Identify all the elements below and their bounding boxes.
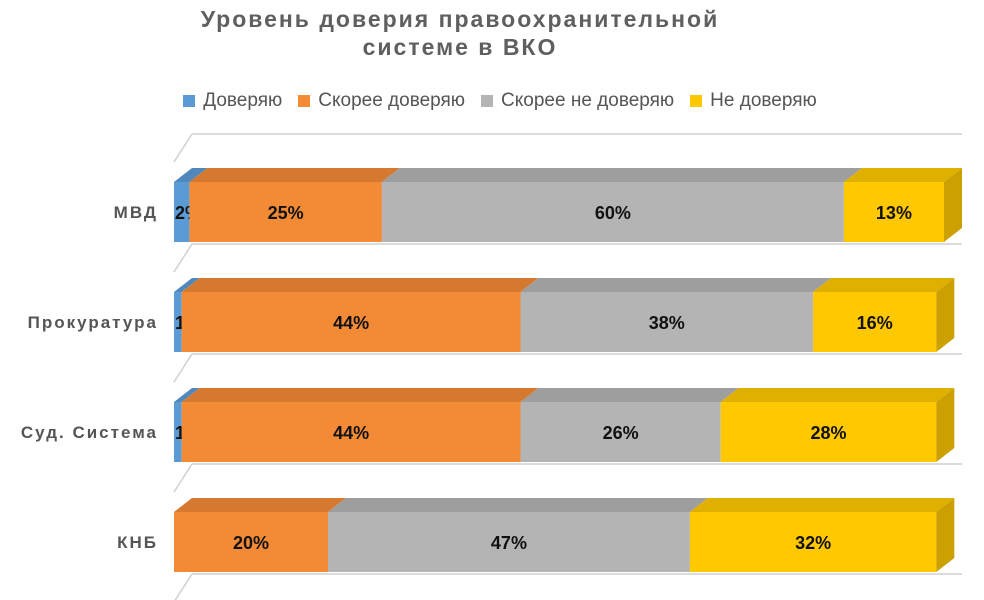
bar-segment (328, 512, 690, 572)
bar-segment-top (189, 168, 400, 182)
category-label: Суд. Система (21, 423, 158, 442)
legend-label: Доверяю (203, 90, 283, 111)
bar-segment (689, 512, 937, 572)
grid-slant-line (173, 463, 193, 493)
chart-title-line-2: системе в ВКО (362, 34, 558, 60)
bar-segment-top (813, 278, 955, 292)
legend-item-skoree-ne-doveryayu: Скорее не доверяю (481, 90, 674, 112)
bar-segment (720, 402, 937, 462)
data-label: 28% (810, 423, 846, 443)
bar-segment (174, 402, 182, 462)
bar-segment-top (174, 168, 208, 182)
category-label: Прокуратура (28, 313, 158, 332)
data-label: 32% (795, 533, 831, 553)
grid-slant-line (173, 133, 193, 163)
data-label: 26% (603, 423, 639, 443)
data-label: 20% (233, 533, 269, 553)
bar-segment-top (328, 498, 708, 512)
bar-segment-side (936, 278, 955, 352)
bar-segment-top (520, 278, 832, 292)
data-label: 25% (268, 203, 304, 223)
bar-segment-top (174, 498, 346, 512)
category-label: КНБ (117, 533, 158, 552)
legend-label: Не доверяю (710, 90, 817, 111)
chart-legend: Доверяю Скорее доверяю Скорее не доверяю… (130, 90, 870, 112)
legend-item-doveryayu: Доверяю (183, 90, 282, 112)
bar-segment (181, 292, 521, 352)
bar-segment (843, 182, 944, 242)
data-label: 47% (491, 533, 527, 553)
bar-segment-top (689, 498, 955, 512)
bar-segment (520, 292, 814, 352)
bar-segment-top (181, 278, 539, 292)
bar-segment-top (381, 168, 862, 182)
category-label: МВД (114, 203, 158, 222)
bar-segment-top (174, 388, 200, 402)
bar-segment (174, 182, 190, 242)
legend-swatch (481, 95, 494, 107)
chart-title-line-1: Уровень доверия правоохранительной (200, 6, 720, 32)
grid-slant-line (173, 243, 193, 273)
data-label: 44% (333, 423, 369, 443)
legend-item-skoree-doveryayu: Скорее доверяю (298, 90, 465, 112)
bar-segment (381, 182, 844, 242)
bar-segment (189, 182, 382, 242)
bar-segment-top (720, 388, 955, 402)
bar-segment-side (936, 498, 955, 572)
data-label: 16% (857, 313, 893, 333)
bar-segment-top (843, 168, 962, 182)
legend-swatch (690, 95, 703, 107)
data-label: 60% (595, 203, 631, 223)
bar-segment (174, 292, 182, 352)
data-label: 13% (876, 203, 912, 223)
bar-segment-side (936, 388, 955, 462)
legend-label: Скорее доверяю (318, 90, 466, 111)
grid-slant-line (173, 353, 193, 383)
bar-segment-top (520, 388, 739, 402)
legend-label: Скорее не доверяю (501, 90, 675, 111)
bar-segment-top (174, 278, 200, 292)
bar-segment (520, 402, 721, 462)
legend-swatch (298, 95, 311, 107)
grid-slant-line (174, 573, 193, 600)
bar-segment (181, 402, 521, 462)
bar-segment-top (181, 388, 539, 402)
bar-segment-side (944, 168, 962, 242)
data-label: 38% (649, 313, 685, 333)
legend-swatch (183, 95, 196, 107)
data-label: 44% (333, 313, 369, 333)
bar-segment (174, 512, 328, 572)
legend-item-ne-doveryayu: Не доверяю (690, 90, 817, 112)
bar-segment (813, 292, 937, 352)
